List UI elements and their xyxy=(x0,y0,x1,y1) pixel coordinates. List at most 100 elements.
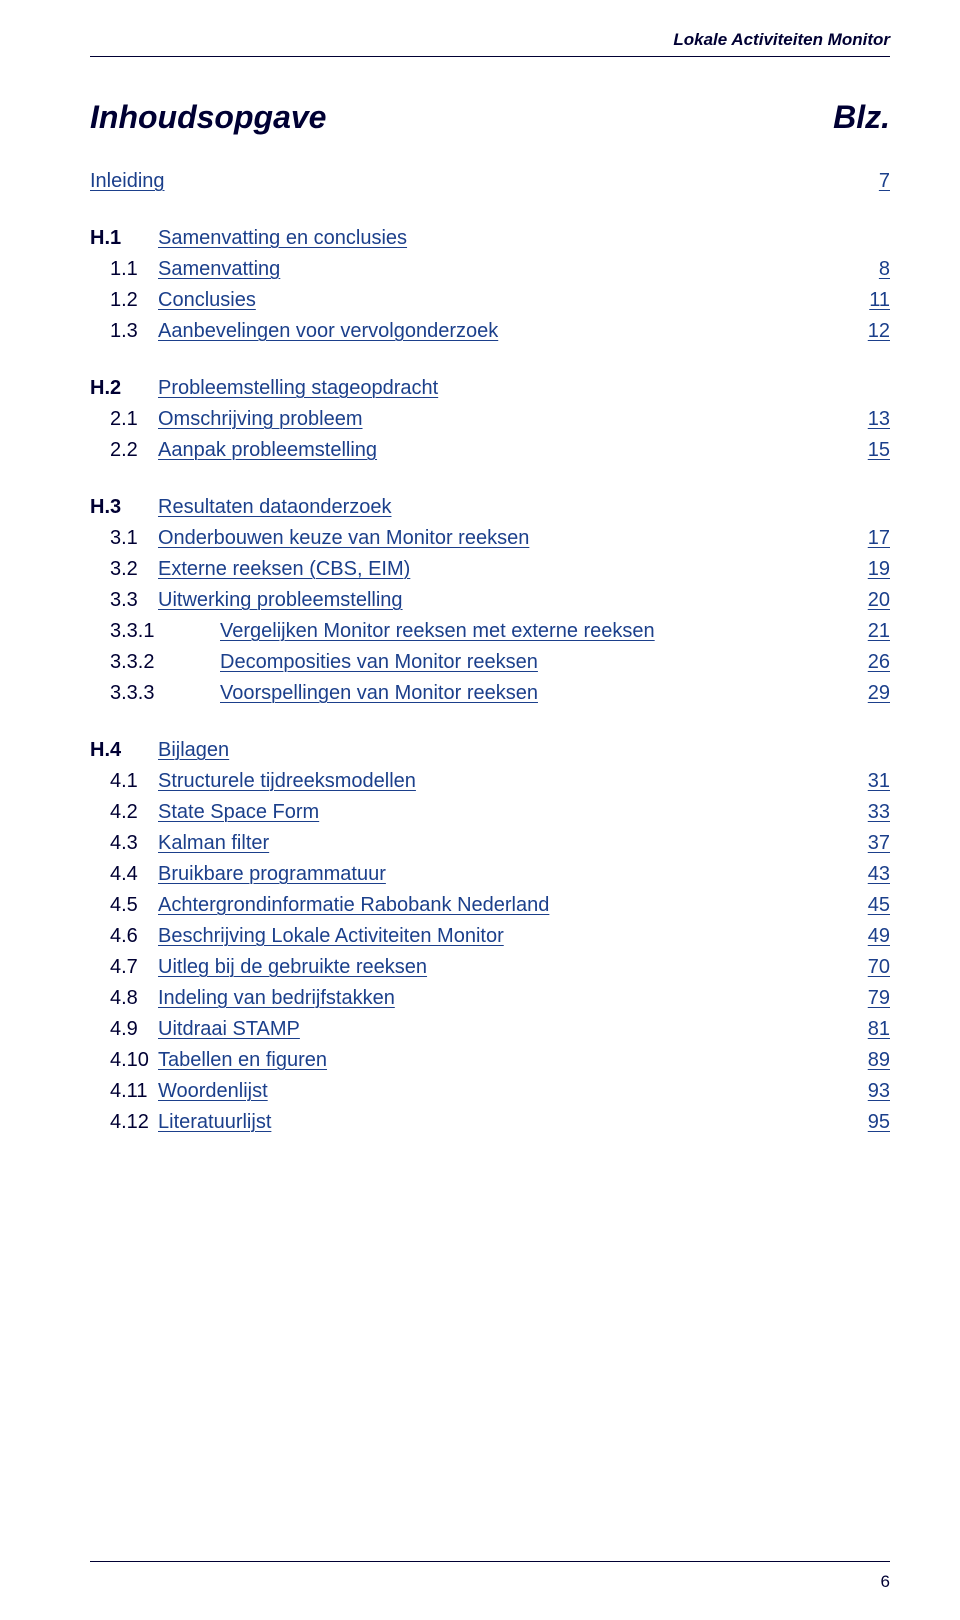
toc-entry: 1.2 Conclusies 11 xyxy=(90,285,890,316)
toc-entry: 4.12 Literatuurlijst 95 xyxy=(90,1107,890,1138)
toc-link[interactable]: Aanpak probleemstelling xyxy=(158,435,377,466)
toc-page-link[interactable]: 37 xyxy=(860,828,890,859)
toc-link[interactable]: Vergelijken Monitor reeksen met externe … xyxy=(220,616,655,647)
toc-num: 3.3.1 xyxy=(90,616,220,647)
toc-page-link[interactable]: 93 xyxy=(860,1076,890,1107)
toc-entry: 4.9 Uitdraai STAMP 81 xyxy=(90,1014,890,1045)
gap xyxy=(90,197,890,223)
toc-link[interactable]: Uitleg bij de gebruikte reeksen xyxy=(158,952,427,983)
toc-link[interactable]: Bijlagen xyxy=(158,735,229,766)
toc-page-link[interactable]: 15 xyxy=(860,435,890,466)
toc-num: 4.10 xyxy=(90,1045,158,1076)
toc-entry: 4.8 Indeling van bedrijfstakken 79 xyxy=(90,983,890,1014)
toc-entry: 3.1 Onderbouwen keuze van Monitor reekse… xyxy=(90,523,890,554)
toc-entry: 3.3 Uitwerking probleemstelling 20 xyxy=(90,585,890,616)
footer-rule xyxy=(90,1561,890,1562)
toc-num: 3.3.2 xyxy=(90,647,220,678)
toc-num: 4.4 xyxy=(90,859,158,890)
toc-num: 4.8 xyxy=(90,983,158,1014)
toc-num: H.2 xyxy=(90,373,158,404)
gap xyxy=(90,347,890,373)
toc-link[interactable]: Beschrijving Lokale Activiteiten Monitor xyxy=(158,921,504,952)
toc-page-link[interactable]: 26 xyxy=(860,647,890,678)
toc-entry: 4.5 Achtergrondinformatie Rabobank Neder… xyxy=(90,890,890,921)
page-column-header: Blz. xyxy=(833,99,890,136)
gap xyxy=(90,466,890,492)
toc-num: 2.2 xyxy=(90,435,158,466)
toc-subentry: 3.3.3 Voorspellingen van Monitor reeksen… xyxy=(90,678,890,709)
toc-page-link[interactable]: 89 xyxy=(860,1045,890,1076)
toc-num: 4.6 xyxy=(90,921,158,952)
toc-link[interactable]: Decomposities van Monitor reeksen xyxy=(220,647,538,678)
toc-page-link[interactable]: 12 xyxy=(860,316,890,347)
toc-num: 4.3 xyxy=(90,828,158,859)
toc-page-link[interactable]: 43 xyxy=(860,859,890,890)
page-container: Lokale Activiteiten Monitor Inhoudsopgav… xyxy=(0,0,960,1620)
toc-link[interactable]: Samenvatting xyxy=(158,254,280,285)
title-row: Inhoudsopgave Blz. xyxy=(90,99,890,136)
toc-page-link[interactable]: 13 xyxy=(860,404,890,435)
toc-page-link[interactable]: 31 xyxy=(860,766,890,797)
toc-link[interactable]: Indeling van bedrijfstakken xyxy=(158,983,395,1014)
toc-entry-inleiding: Inleiding 7 xyxy=(90,166,890,197)
toc-num: H.1 xyxy=(90,223,158,254)
toc-num: 4.5 xyxy=(90,890,158,921)
header-rule xyxy=(90,56,890,57)
toc-subentry: 3.3.1 Vergelijken Monitor reeksen met ex… xyxy=(90,616,890,647)
toc-num: 3.3.3 xyxy=(90,678,220,709)
toc-page-link[interactable]: 45 xyxy=(860,890,890,921)
toc-link[interactable]: Achtergrondinformatie Rabobank Nederland xyxy=(158,890,549,921)
toc-link[interactable]: Conclusies xyxy=(158,285,256,316)
toc-num: 4.1 xyxy=(90,766,158,797)
toc-link[interactable]: Voorspellingen van Monitor reeksen xyxy=(220,678,538,709)
toc-num: 4.11 xyxy=(90,1076,158,1107)
toc-page-link[interactable]: 79 xyxy=(860,983,890,1014)
toc-section-h4: H.4 Bijlagen xyxy=(90,735,890,766)
toc-link[interactable]: Kalman filter xyxy=(158,828,269,859)
toc-link[interactable]: Omschrijving probleem xyxy=(158,404,363,435)
toc-entry: 4.11 Woordenlijst 93 xyxy=(90,1076,890,1107)
toc-entry: 4.6 Beschrijving Lokale Activiteiten Mon… xyxy=(90,921,890,952)
toc-link[interactable]: Woordenlijst xyxy=(158,1076,268,1107)
toc-entry: 4.2 State Space Form 33 xyxy=(90,797,890,828)
toc-num: 1.1 xyxy=(90,254,158,285)
toc-page-link[interactable]: 33 xyxy=(860,797,890,828)
toc-num: 4.7 xyxy=(90,952,158,983)
toc-section-h3: H.3 Resultaten dataonderzoek xyxy=(90,492,890,523)
toc-link[interactable]: State Space Form xyxy=(158,797,319,828)
toc-page-link[interactable]: 21 xyxy=(860,616,890,647)
toc-link[interactable]: Aanbevelingen voor vervolgonderzoek xyxy=(158,316,498,347)
toc-page-link[interactable]: 81 xyxy=(860,1014,890,1045)
toc-num: 3.2 xyxy=(90,554,158,585)
toc-section-h1: H.1 Samenvatting en conclusies xyxy=(90,223,890,254)
toc-num: 3.1 xyxy=(90,523,158,554)
toc-page-link[interactable]: 95 xyxy=(860,1107,890,1138)
toc-num: 4.12 xyxy=(90,1107,158,1138)
toc-link[interactable]: Tabellen en figuren xyxy=(158,1045,327,1076)
toc-link[interactable]: Literatuurlijst xyxy=(158,1107,271,1138)
toc-link[interactable]: Structurele tijdreeksmodellen xyxy=(158,766,416,797)
toc-link[interactable]: Samenvatting en conclusies xyxy=(158,223,407,254)
toc-page-link[interactable]: 49 xyxy=(860,921,890,952)
toc-page-link[interactable]: 70 xyxy=(860,952,890,983)
toc-subentry: 3.3.2 Decomposities van Monitor reeksen … xyxy=(90,647,890,678)
toc-page-link[interactable]: 29 xyxy=(860,678,890,709)
toc-entry: 1.3 Aanbevelingen voor vervolgonderzoek … xyxy=(90,316,890,347)
toc-link[interactable]: Externe reeksen (CBS, EIM) xyxy=(158,554,410,585)
toc-link[interactable]: Onderbouwen keuze van Monitor reeksen xyxy=(158,523,529,554)
toc-link[interactable]: Bruikbare programmatuur xyxy=(158,859,386,890)
toc-link[interactable]: Probleemstelling stageopdracht xyxy=(158,373,438,404)
toc-page-link[interactable]: 7 xyxy=(860,166,890,197)
toc-page-link[interactable]: 20 xyxy=(860,585,890,616)
page-number: 6 xyxy=(881,1572,890,1592)
toc-page-link[interactable]: 11 xyxy=(860,285,890,316)
toc-page-link[interactable]: 8 xyxy=(860,254,890,285)
toc-entry: 2.1 Omschrijving probleem 13 xyxy=(90,404,890,435)
toc-link[interactable]: Resultaten dataonderzoek xyxy=(158,492,392,523)
toc-link[interactable]: Inleiding xyxy=(90,166,165,197)
toc-link[interactable]: Uitwerking probleemstelling xyxy=(158,585,403,616)
toc-link[interactable]: Uitdraai STAMP xyxy=(158,1014,300,1045)
toc-page-link[interactable]: 17 xyxy=(860,523,890,554)
running-head: Lokale Activiteiten Monitor xyxy=(90,30,890,50)
toc-page-link[interactable]: 19 xyxy=(860,554,890,585)
